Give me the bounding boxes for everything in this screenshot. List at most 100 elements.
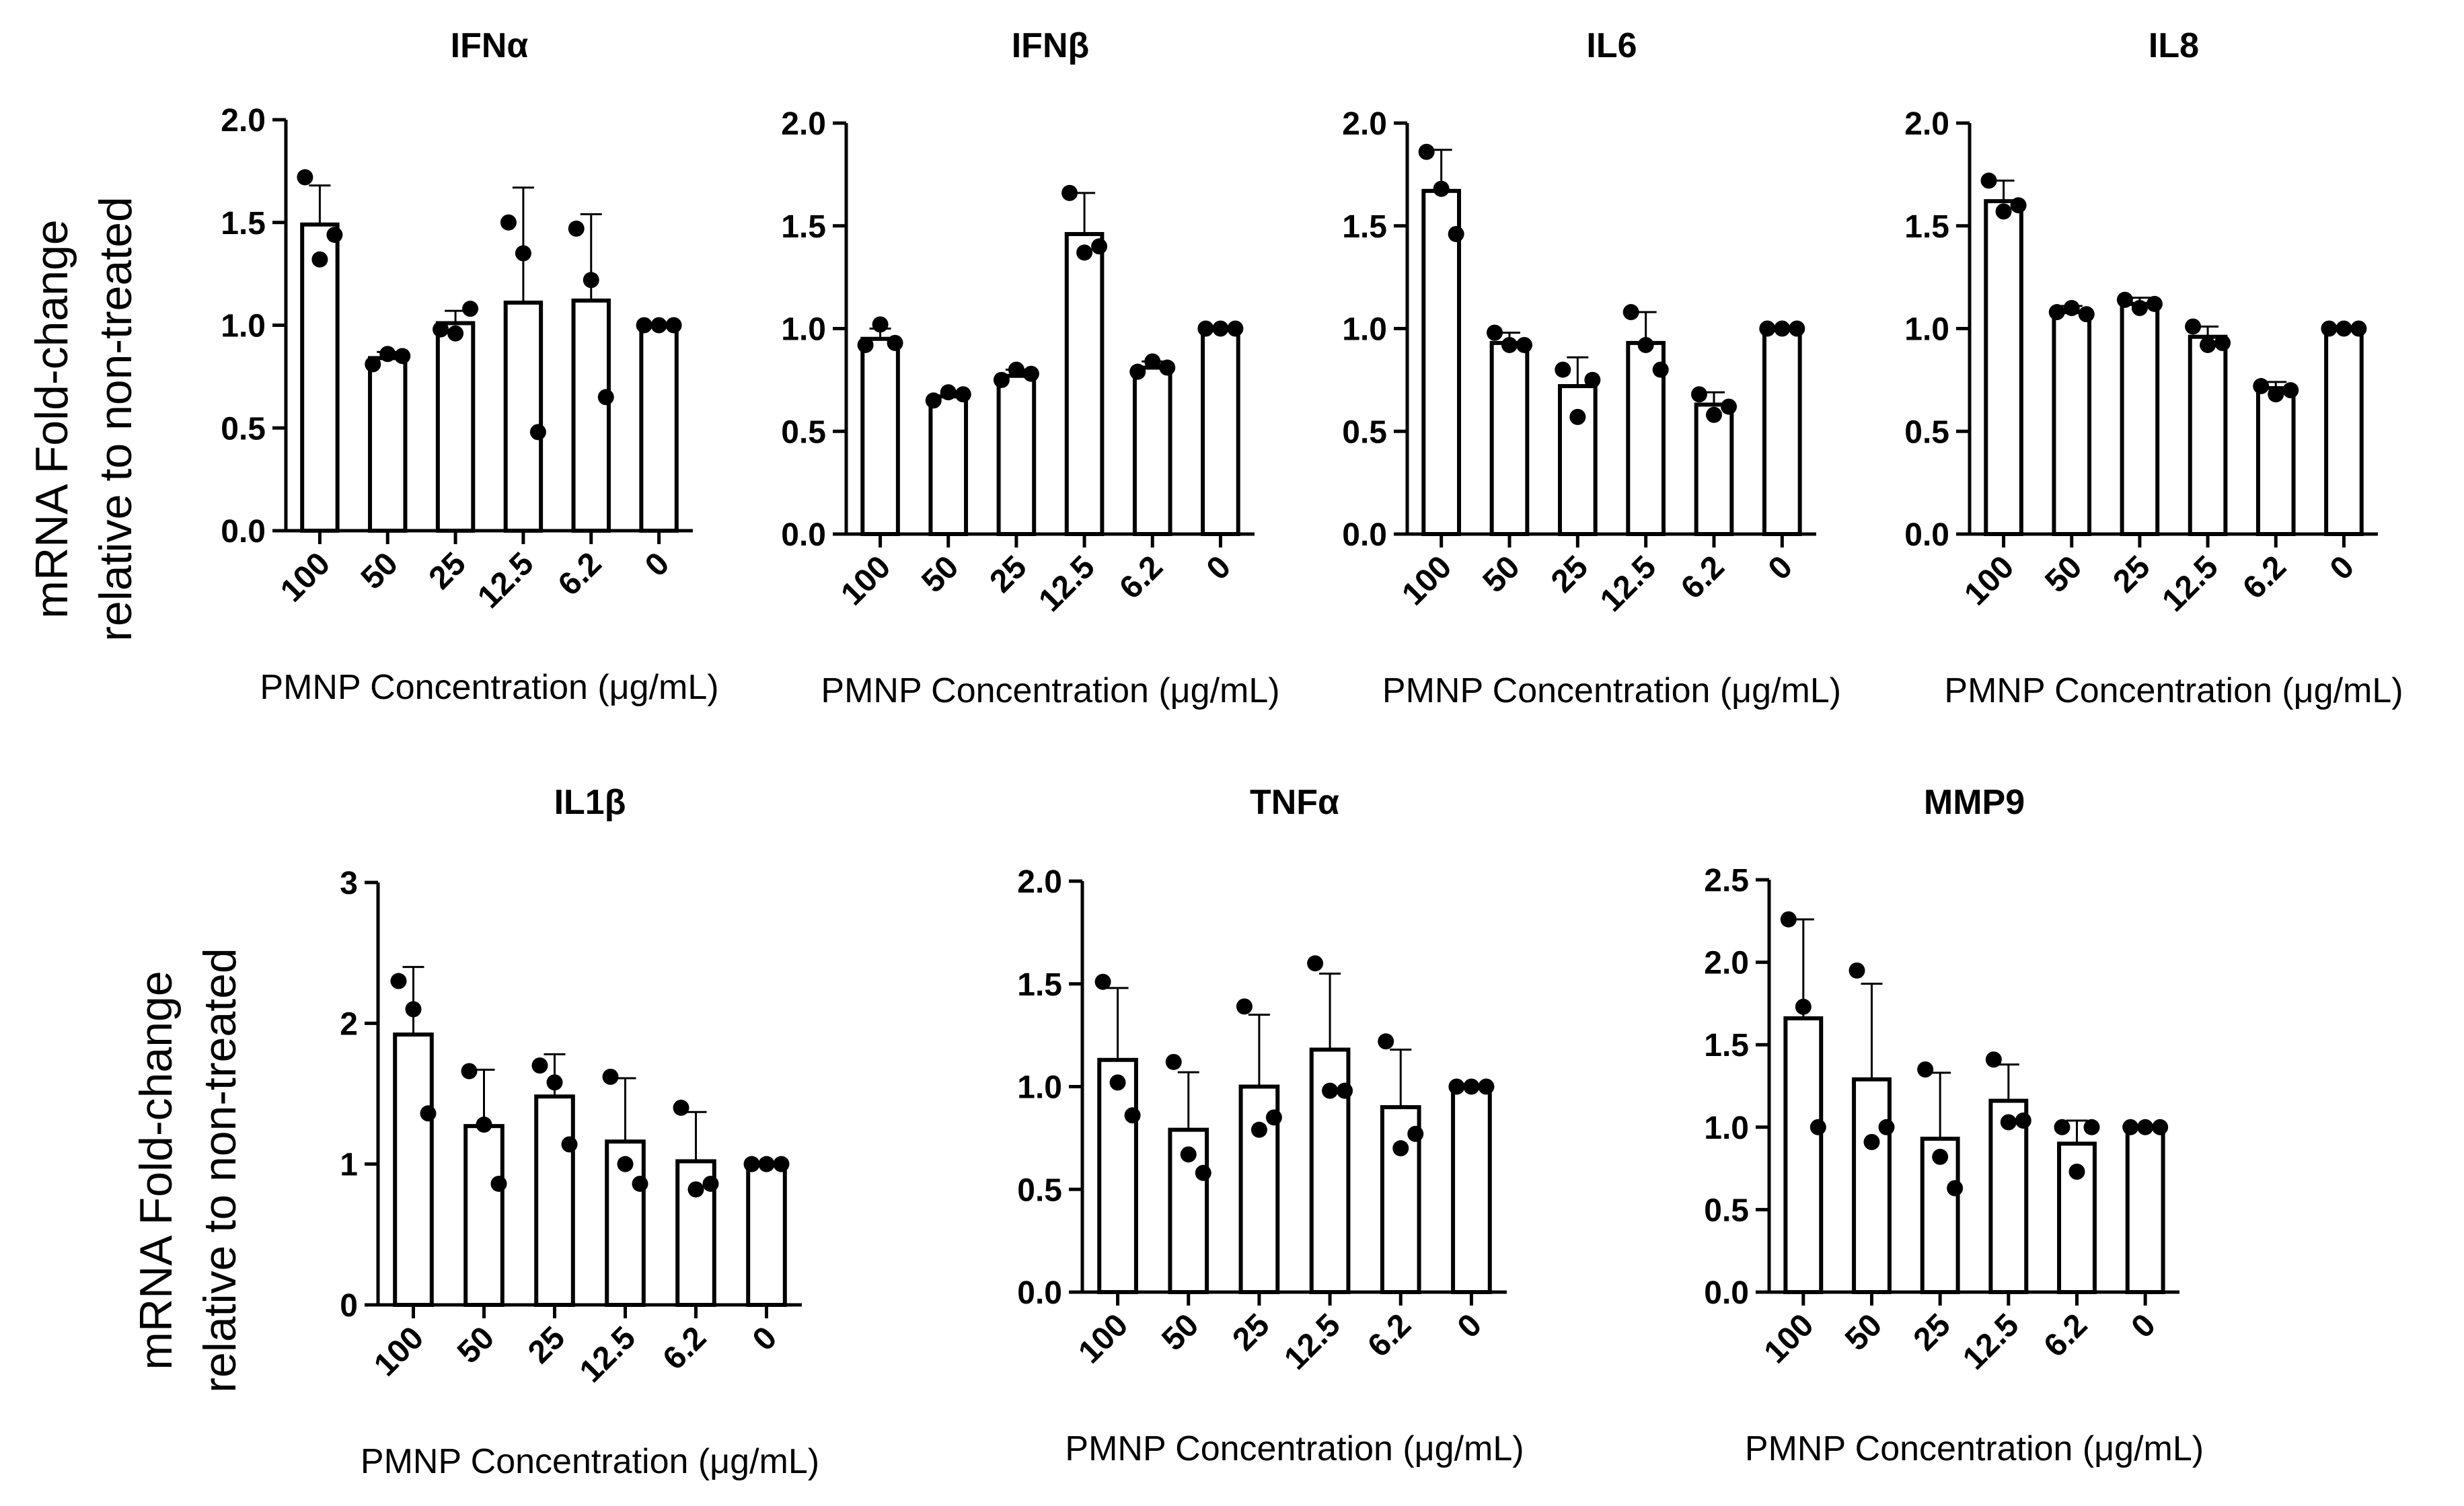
data-point	[1094, 973, 1111, 990]
data-point	[1433, 180, 1450, 197]
bar	[1132, 365, 1172, 536]
y-tick-label: 0.0	[1342, 517, 1387, 553]
data-point	[1061, 184, 1078, 201]
row2-ylabel-line2: relative to non-treated	[194, 948, 246, 1393]
data-point	[1129, 363, 1146, 380]
data-point	[687, 1181, 704, 1198]
data-point	[2131, 299, 2148, 316]
data-point	[1878, 1119, 1895, 1135]
chart-title-il6: IL6	[1586, 26, 1637, 65]
row1-ylabel-line2: relative to non-treated	[90, 196, 141, 642]
data-point	[1418, 143, 1435, 160]
data-point	[394, 348, 411, 365]
data-point	[1236, 998, 1253, 1015]
x-tick-label: 25	[2106, 549, 2157, 599]
data-point	[857, 336, 874, 353]
x-tick-label: 100	[1072, 1307, 1135, 1370]
data-point	[1227, 320, 1244, 337]
chart-title-ifnbeta: IFNβ	[1012, 26, 1090, 65]
data-point	[365, 356, 381, 373]
bar	[1489, 340, 1530, 536]
data-point	[2152, 1119, 2169, 1135]
data-point	[773, 1156, 790, 1172]
data-point	[1212, 320, 1229, 337]
bar	[2120, 301, 2160, 536]
bar	[996, 373, 1037, 537]
data-point	[1022, 365, 1039, 382]
data-point	[433, 321, 449, 338]
chart-title-mmp9: MMP9	[1924, 783, 2025, 822]
y-tick-label: 0	[340, 1288, 358, 1324]
x-tick-label: 6.2	[1361, 1307, 1418, 1364]
x-axis-label: PMNP Concentration (μg/mL)	[1944, 671, 2403, 710]
y-tick-label: 0.5	[1342, 414, 1387, 450]
data-point	[597, 389, 614, 406]
y-tick-label: 0.5	[1704, 1193, 1749, 1228]
data-point	[743, 1156, 760, 1172]
x-tick-label: 25	[1544, 549, 1595, 599]
bar	[1064, 231, 1105, 536]
bar	[1984, 199, 2023, 536]
data-point	[1487, 324, 1503, 341]
data-point	[2078, 306, 2095, 323]
data-point	[1863, 1133, 1880, 1150]
data-point	[1849, 962, 1865, 979]
bar	[1097, 1057, 1138, 1295]
x-tick-label: 6.2	[1113, 549, 1170, 606]
data-point	[490, 1175, 507, 1192]
x-tick-label: 12.5	[1277, 1307, 1347, 1377]
y-tick-label: 2.0	[1904, 106, 1949, 142]
y-tick-label: 2	[340, 1006, 358, 1042]
y-tick-label: 0.5	[781, 414, 826, 450]
data-point	[2321, 320, 2338, 337]
y-tick-label: 1.0	[221, 309, 266, 344]
data-point	[2146, 295, 2163, 312]
x-tick-label: 0	[1451, 1307, 1489, 1345]
x-axis-label: PMNP Concentration (μg/mL)	[821, 671, 1279, 710]
x-axis-label: PMNP Concentration (μg/mL)	[1382, 671, 1841, 710]
bar	[746, 1162, 787, 1307]
data-point	[1780, 911, 1797, 928]
data-point	[2015, 1112, 2031, 1129]
x-tick-label: 6.2	[2236, 549, 2293, 606]
data-point	[1501, 336, 1518, 353]
data-point	[2122, 1119, 2139, 1135]
data-point	[2116, 291, 2133, 308]
data-point	[2063, 299, 2080, 316]
x-tick-label: 0	[1762, 549, 1799, 587]
data-point	[561, 1136, 578, 1153]
data-point	[1407, 1125, 1424, 1142]
bar	[1783, 1016, 1824, 1295]
x-tick-label: 12.5	[471, 545, 541, 615]
data-point	[1947, 1180, 1964, 1197]
x-tick-label: 25	[521, 1320, 572, 1370]
data-point	[1569, 408, 1586, 425]
data-point	[1265, 1109, 1282, 1126]
data-point	[379, 346, 396, 363]
x-tick-label: 50	[1155, 1307, 1205, 1357]
y-tick-label: 1.0	[1904, 312, 1949, 348]
data-point	[1555, 361, 1571, 378]
data-point	[2336, 320, 2352, 337]
x-tick-label: 0	[638, 545, 676, 583]
chart-title-tnfalpha: TNFα	[1250, 783, 1339, 822]
data-point	[2350, 320, 2367, 337]
data-point	[447, 325, 464, 342]
data-point	[2068, 1164, 2085, 1180]
bar	[503, 300, 544, 533]
bar	[1557, 384, 1598, 536]
data-point	[2048, 304, 2065, 321]
y-tick-label: 1.5	[221, 206, 266, 241]
bar	[2324, 326, 2364, 536]
data-point	[1759, 320, 1776, 337]
x-tick-label: 25	[422, 545, 473, 596]
x-tick-label: 6.2	[2038, 1307, 2095, 1364]
bar	[639, 323, 679, 533]
row1-ylabel-line1: mRNA Fold-change	[26, 219, 77, 618]
data-point	[1322, 1082, 1339, 1099]
chart-title-il8: IL8	[2149, 26, 2199, 65]
y-tick-label: 0.0	[221, 514, 266, 550]
x-tick-label: 12.5	[2155, 549, 2225, 619]
y-tick-label: 1.5	[1017, 967, 1062, 1003]
